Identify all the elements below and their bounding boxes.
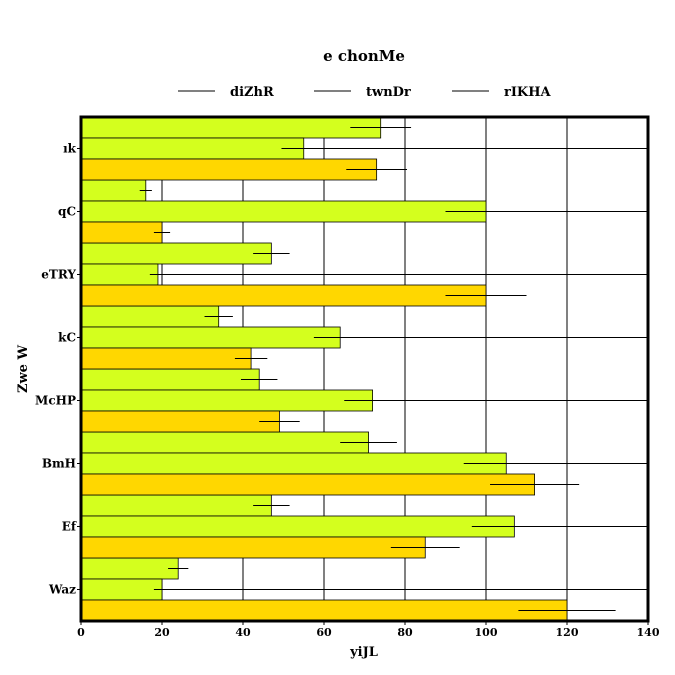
bar: [80, 347, 252, 370]
x-tick-label: 120: [556, 626, 579, 639]
bar: [80, 326, 341, 349]
x-tick-label: 80: [397, 626, 413, 639]
x-tick-label: 20: [154, 626, 170, 639]
y-tick-label: qC: [58, 205, 76, 219]
bar: [80, 284, 487, 307]
y-tick-label: BmH: [42, 457, 76, 471]
bar: [80, 221, 163, 244]
bar: [80, 137, 305, 160]
y-axis-label: Zwe W: [16, 345, 31, 393]
y-tick-label: kC: [58, 331, 76, 345]
chart-title: e chonMe: [323, 47, 405, 65]
x-tick-label: 100: [475, 626, 498, 639]
plot-frame: [79, 115, 650, 623]
legend-label: twnDr: [366, 85, 411, 100]
bar: [80, 431, 369, 454]
plot-area: Waz Ef BmH McHP kC eTRY qC ık 0 20 40 60 80 100 120 140: [35, 115, 660, 639]
x-tick-label: 40: [235, 626, 251, 639]
bar: [80, 515, 515, 538]
bar: [80, 578, 163, 601]
x-tick-label: 140: [637, 626, 660, 639]
bar: [80, 158, 378, 181]
y-tick-label: McHP: [35, 394, 76, 408]
legend-label: rIKHA: [504, 85, 552, 100]
x-tick-label: 60: [316, 626, 332, 639]
legend: diZhR twnDr rIKHA: [178, 85, 552, 100]
y-tick-label: Waz: [48, 583, 76, 597]
x-axis-label: yiJL: [349, 645, 378, 660]
bar: [80, 494, 272, 517]
bar: [80, 263, 159, 286]
bar: [80, 116, 382, 139]
bar: [80, 536, 426, 559]
bar: [80, 200, 487, 223]
bar: [80, 473, 536, 496]
bar: [80, 557, 179, 580]
bar: [80, 368, 260, 391]
bar: [80, 242, 272, 265]
y-tick-label: ık: [63, 142, 77, 156]
y-tick-label: eTRY: [41, 268, 76, 282]
bar: [80, 389, 374, 412]
bar: [80, 599, 568, 622]
bar: [80, 452, 507, 475]
legend-label: diZhR: [230, 85, 274, 100]
bar: [80, 179, 147, 202]
y-tick-label: Ef: [62, 520, 77, 534]
bar: [80, 410, 280, 433]
bar: [80, 305, 220, 328]
x-tick-label: 0: [77, 626, 85, 639]
